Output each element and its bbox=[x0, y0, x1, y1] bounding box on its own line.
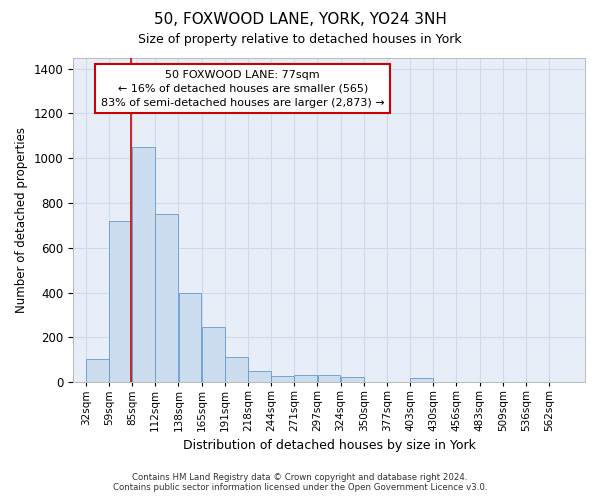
Bar bbox=[410, 378, 433, 382]
Bar bbox=[179, 292, 202, 382]
Bar bbox=[202, 328, 224, 382]
Text: 50, FOXWOOD LANE, YORK, YO24 3NH: 50, FOXWOOD LANE, YORK, YO24 3NH bbox=[154, 12, 446, 28]
Bar bbox=[341, 377, 364, 382]
Bar bbox=[248, 371, 271, 382]
Bar bbox=[271, 376, 294, 382]
Text: Size of property relative to detached houses in York: Size of property relative to detached ho… bbox=[138, 32, 462, 46]
X-axis label: Distribution of detached houses by size in York: Distribution of detached houses by size … bbox=[182, 440, 475, 452]
Bar bbox=[317, 376, 340, 382]
Bar bbox=[86, 358, 109, 382]
Bar bbox=[109, 221, 132, 382]
Bar bbox=[225, 358, 248, 382]
Bar bbox=[295, 376, 317, 382]
Bar bbox=[132, 147, 155, 382]
Y-axis label: Number of detached properties: Number of detached properties bbox=[15, 127, 28, 313]
Bar bbox=[155, 214, 178, 382]
Text: Contains HM Land Registry data © Crown copyright and database right 2024.
Contai: Contains HM Land Registry data © Crown c… bbox=[113, 473, 487, 492]
Text: 50 FOXWOOD LANE: 77sqm
← 16% of detached houses are smaller (565)
83% of semi-de: 50 FOXWOOD LANE: 77sqm ← 16% of detached… bbox=[101, 70, 385, 108]
